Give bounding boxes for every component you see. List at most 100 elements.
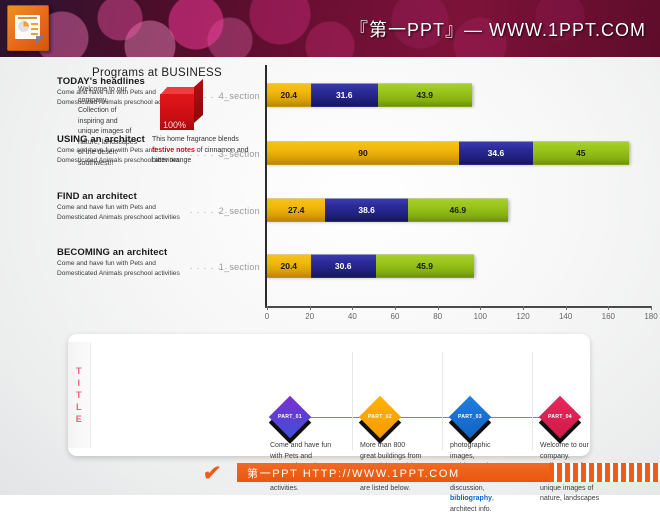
chart-label-sub-1: Come and have fun with Pets and Domestic… <box>57 260 180 277</box>
chart-bar-segment[interactable]: 30.6 <box>310 254 376 278</box>
timeline-text-post: are listed below. <box>360 484 411 492</box>
cube-graphic: 100% <box>160 78 206 131</box>
timeline-connector-line <box>270 417 560 418</box>
chart-bar-segment[interactable]: 20.4 <box>267 83 311 107</box>
chart-label-block-2: FIND an architect Come and have fun with… <box>57 191 187 222</box>
cube-caption: This home fragrance blends festive notes… <box>152 135 257 167</box>
chart-label-sub-2: Come and have fun with Pets and Domestic… <box>57 204 180 221</box>
chart-bar-segment[interactable]: 34.6 <box>459 141 533 165</box>
chart-tick-label: 20 <box>305 312 315 321</box>
header-banner: 『第一PPT』— WWW.1PPT.COM <box>0 0 660 57</box>
section-tag-3: 3_section <box>218 149 260 159</box>
section-tag-1: 1_section <box>218 262 260 272</box>
chart-tick-label: 0 <box>264 312 270 321</box>
timeline-text-highlight: bibliography <box>450 495 492 503</box>
title-strip-letter: T <box>76 366 82 376</box>
title-strip-letter: I <box>77 378 81 388</box>
powerpoint-icon-titlebar <box>18 17 37 19</box>
chart-bar-segment[interactable]: 45 <box>532 141 629 165</box>
chart-bar-segment[interactable]: 45.9 <box>375 254 474 278</box>
chart-label-title-3: USING an architect <box>57 134 145 145</box>
powerpoint-icon-line3 <box>31 33 38 35</box>
chart-tick <box>523 306 524 310</box>
chart-label-title-2: FIND an architect <box>57 191 137 202</box>
title-strip-letter: L <box>76 402 82 412</box>
chart-bar-row[interactable]: 20.4 30.6 45.9 <box>267 254 474 278</box>
header-title: 『第一PPT』— WWW.1PPT.COM <box>349 20 646 40</box>
section-tag-2: 2_section <box>218 206 260 216</box>
footer-bar: ✔ 第一PPT HTTP://WWW.1PPT.COM <box>0 455 660 495</box>
timeline-text-pre: Come and have fun with Pets and <box>270 442 332 460</box>
chart-bar-segment[interactable]: 31.6 <box>310 83 378 107</box>
title-strip-letter: T <box>76 390 82 400</box>
chart-x-axis <box>265 306 651 308</box>
chart-label-sub-4: Come and have fun with Pets and Domestic… <box>57 89 180 106</box>
chart-tick <box>480 306 482 310</box>
cube-side-face <box>194 78 203 123</box>
chart-bar-segment[interactable]: 90 <box>267 141 459 165</box>
chart-bar-segment[interactable]: 20.4 <box>267 254 311 278</box>
chart-tick-label: 60 <box>390 312 400 321</box>
footer-stripes-decoration <box>549 463 660 482</box>
chart-label-title-4: TODAY's headlines <box>57 76 145 87</box>
chart-tick <box>267 306 268 310</box>
chart-tick-label: 40 <box>347 312 357 321</box>
cube-caption-highlight: festive notes <box>152 146 195 154</box>
connector-line-4 <box>190 97 242 98</box>
timeline-text-pre: Welcome to our company. <box>540 442 589 460</box>
footer-url-text: 第一PPT HTTP://WWW.1PPT.COM <box>247 467 460 480</box>
chart-label-sub-3: Come and have fun with Pets and Domestic… <box>57 147 180 164</box>
powerpoint-icon-line2 <box>31 28 38 30</box>
programs-heading: Programs at BUSINESS <box>92 67 222 79</box>
timeline-separator <box>352 352 353 450</box>
connector-line-3 <box>190 155 242 156</box>
chart-tick-label: 180 <box>644 312 658 321</box>
chart-bar-segment[interactable]: 46.9 <box>407 198 508 222</box>
cube-caption-post: of cinnamon and bitter orange <box>152 146 249 165</box>
chart-tick-label: 140 <box>558 312 573 321</box>
title-strip-letter: E <box>75 414 83 424</box>
chart-tick <box>395 306 396 310</box>
logo-fold-corner <box>36 36 44 44</box>
cube-percent-label: 100% <box>163 120 187 130</box>
chart-tick-label: 160 <box>601 312 616 321</box>
chart-tick <box>352 306 354 310</box>
chart-tick <box>565 306 567 310</box>
cube-caption-pre: This home fragrance blends <box>152 136 239 143</box>
powerpoint-icon-sheet <box>15 15 40 39</box>
chart-tick-label: 80 <box>433 312 443 321</box>
chart-bar-row[interactable]: 90 34.6 45 <box>267 141 629 165</box>
stacked-bar-chart: 0 20 40 60 80 100 120 140 160 180 20.4 31.6 43.9 90 3… <box>0 57 660 321</box>
chart-label-title-1: BECOMING an architect <box>57 247 168 258</box>
footer-url-bar: 第一PPT HTTP://WWW.1PPT.COM <box>237 463 559 482</box>
timeline-separator <box>442 352 443 450</box>
timeline-badge-label: PART_01 <box>278 413 302 420</box>
chart-tick-label: 120 <box>516 312 530 321</box>
timeline-badge-label: PART_04 <box>548 413 572 420</box>
slide-body: TODAY's headlines Come and have fun with… <box>0 57 660 513</box>
chart-tick <box>608 306 610 310</box>
chart-tick <box>309 306 311 310</box>
timeline-separator <box>532 352 533 450</box>
chart-tick <box>651 306 652 310</box>
chart-bar-row[interactable]: 20.4 31.6 43.9 <box>267 83 472 107</box>
timeline-badge-label: PART_03 <box>458 413 482 420</box>
connector-line-1 <box>190 268 242 269</box>
chart-label-block-1: BECOMING an architect Come and have fun … <box>57 247 187 278</box>
chart-bar-segment[interactable]: 27.4 <box>267 198 326 222</box>
programs-body-text: Welcome to our company. Collection of in… <box>78 86 138 167</box>
chart-bar-segment[interactable]: 38.6 <box>325 198 408 222</box>
section-tag-4: 4_section <box>218 91 260 101</box>
timeline-badge-label: PART_02 <box>368 413 392 420</box>
chart-label-block-3: USING an architect Come and have fun wit… <box>57 134 187 165</box>
chart-tick <box>437 306 439 310</box>
chart-bar-segment[interactable]: 43.9 <box>377 83 472 107</box>
powerpoint-icon-line1 <box>31 23 38 25</box>
check-mark-icon: ✔ <box>201 462 223 485</box>
connector-line-2 <box>190 212 242 213</box>
chart-bar-row[interactable]: 27.4 38.6 46.9 <box>267 198 508 222</box>
powerpoint-icon <box>7 5 49 51</box>
chart-label-block-4: TODAY's headlines Come and have fun with… <box>57 76 187 107</box>
